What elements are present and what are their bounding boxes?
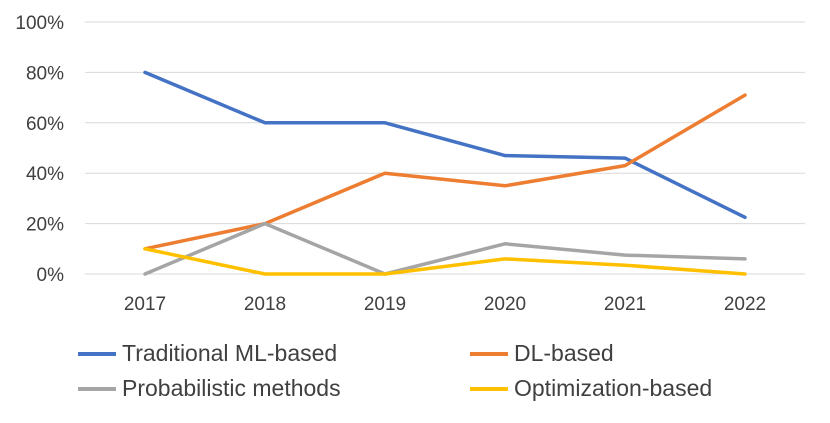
legend-label: Traditional ML-based [122, 340, 338, 366]
legend-swatch-optimization [470, 386, 508, 391]
legend-item-optimization: Optimization-based [470, 375, 712, 402]
legend-label: Probabilistic methods [122, 375, 341, 401]
legend-swatch-dl-based [470, 351, 508, 356]
x-tick-label: 2017 [124, 294, 166, 315]
series-lines [143, 70, 747, 276]
legend-swatch-probabilistic [78, 386, 116, 391]
x-tick-label: 2021 [604, 294, 646, 315]
legend-label: Optimization-based [514, 375, 713, 401]
x-tick-label: 2018 [244, 294, 286, 315]
legend-swatch-traditional-ml [78, 351, 116, 356]
y-tick-label: 100% [15, 13, 64, 34]
y-tick-label: 60% [26, 114, 64, 135]
series-line-probabilistic-methods [143, 221, 747, 276]
legend-item-probabilistic: Probabilistic methods [78, 375, 341, 402]
legend-item-traditional-ml: Traditional ML-based [78, 340, 337, 367]
x-axis-ticks: 2017 2018 2019 2020 2021 2022 [124, 294, 766, 315]
series-line-dl-based [143, 93, 747, 251]
legend-item-dl-based: DL-based [470, 340, 614, 367]
series-line-traditional-ml-based [143, 70, 747, 220]
y-tick-label: 40% [26, 164, 64, 185]
legend: Traditional ML-based DL-based Probabilis… [78, 336, 818, 416]
y-tick-label: 20% [26, 215, 64, 236]
x-tick-label: 2022 [724, 294, 766, 315]
y-axis-ticks: 0% 20% 40% 60% 80% 100% [15, 13, 64, 286]
x-tick-label: 2019 [364, 294, 406, 315]
gridlines [85, 21, 805, 275]
y-tick-label: 0% [37, 265, 65, 286]
series-line-optimization-based [143, 247, 747, 276]
y-tick-label: 80% [26, 63, 64, 84]
x-tick-label: 2020 [484, 294, 526, 315]
legend-label: DL-based [514, 340, 614, 366]
